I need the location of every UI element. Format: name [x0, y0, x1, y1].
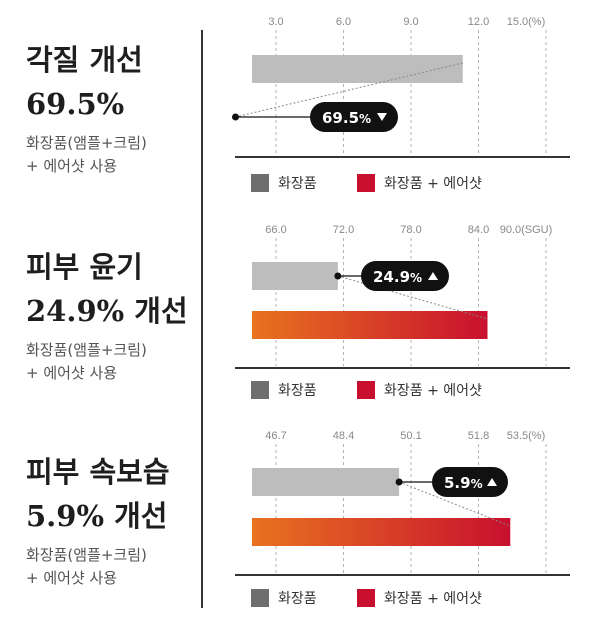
chart-2-tick-label: 78.0: [400, 224, 421, 236]
chart-3-bar-cosmetic-airshot: [252, 518, 511, 546]
chart-3-legend-swatch-airshot: [357, 589, 375, 607]
panel-3-caption: 화장품(앰플+크림) + 에어샷 사용: [26, 544, 201, 590]
chart-3-callout-arrow-icon: [487, 478, 497, 486]
panel-3-title-line2: 5.9% 개선: [26, 499, 168, 533]
panel-1-caption-line2: + 에어샷 사용: [26, 157, 118, 175]
chart-3-callout-label: 5.9%: [444, 474, 483, 492]
chart-3-tick-label: 53.5(%): [507, 430, 546, 442]
chart-2-bar-cosmetic: [252, 262, 338, 290]
chart-3-tick-label: 50.1: [400, 430, 421, 442]
chart-1-callout-box: [310, 102, 398, 132]
chart-1-connector: [235, 62, 463, 118]
chart-2-legend-swatch-cosmetic: [251, 381, 269, 399]
chart-2-legend-label-cosmetic: 화장품: [278, 383, 317, 399]
panel-2-caption: 화장품(앰플+크림) + 에어샷 사용: [26, 339, 201, 385]
chart-2-tick-label: 84.0: [468, 224, 489, 236]
chart-3-legend-label-airshot: 화장품 + 에어샷: [384, 591, 482, 607]
chart-2-legend-label-airshot: 화장품 + 에어샷: [384, 383, 482, 399]
chart-1-callout-dot: [232, 113, 239, 121]
chart-2-tick-label: 90.0(SGU): [500, 224, 553, 236]
chart-2-callout-box: [361, 261, 449, 291]
chart-2-callout-dot: [334, 272, 342, 280]
chart-1-callout-label: 69.5%: [322, 109, 371, 127]
chart-1-legend-label-cosmetic: 화장품: [278, 176, 317, 192]
panel-1-caption: 화장품(앰플+크림) + 에어샷 사용: [26, 132, 201, 178]
chart-3-callout-box: [432, 467, 508, 497]
panel-2-title-line2: 24.9% 개선: [26, 294, 188, 328]
panel-3-caption-line2: + 에어샷 사용: [26, 569, 118, 587]
chart-1-legend-swatch-airshot: [357, 174, 375, 192]
chart-2-legend-swatch-airshot: [357, 381, 375, 399]
chart-1-legend-swatch-cosmetic: [251, 174, 269, 192]
chart-2-bar-cosmetic-airshot: [252, 311, 488, 339]
chart-1-tick-label: 12.0: [468, 16, 489, 28]
panel-2-caption-line2: + 에어샷 사용: [26, 364, 118, 382]
panel-2-caption-line1: 화장품(앰플+크림): [26, 341, 147, 359]
chart-2-tick-label: 72.0: [333, 224, 354, 236]
chart-3-tick-label: 48.4: [333, 430, 354, 442]
panel-3-title-line1: 피부 속보습: [26, 455, 170, 489]
panel-2-title-line1: 피부 윤기: [26, 250, 143, 284]
chart-3-bar-cosmetic: [252, 468, 400, 496]
panel-3-text: 피부 속보습 5.9% 개선 화장품(앰플+크림) + 에어샷 사용: [26, 450, 201, 590]
panel-1-caption-line1: 화장품(앰플+크림): [26, 134, 147, 152]
chart-2-callout-label: 24.9%: [373, 268, 422, 286]
chart-1-tick-label: 9.0: [403, 16, 418, 28]
chart-2-callout-arrow-icon: [428, 272, 438, 280]
chart-1-tick-label: 6.0: [336, 16, 351, 28]
chart-3-callout-dot: [395, 478, 403, 486]
panel-1-title-line1: 각질 개선: [26, 43, 143, 77]
chart-1-callout-arrow-icon: [377, 113, 387, 121]
panel-2-text: 피부 윤기 24.9% 개선 화장품(앰플+크림) + 에어샷 사용: [26, 245, 201, 385]
chart-1-legend-label-airshot: 화장품 + 에어샷: [384, 176, 482, 192]
panel-3-caption-line1: 화장품(앰플+크림): [26, 546, 147, 564]
chart-3-tick-label: 51.8: [468, 430, 489, 442]
chart-2-connector: [337, 275, 488, 320]
panel-1-title-line2: 69.5%: [26, 87, 125, 121]
panel-1-text: 각질 개선 69.5% 화장품(앰플+크림) + 에어샷 사용: [26, 38, 201, 178]
chart-1-tick-label: 3.0: [268, 16, 283, 28]
vertical-divider: [201, 30, 203, 608]
chart-1-bar-cosmetic: [252, 55, 463, 83]
chart-1-tick-label: 15.0(%): [507, 16, 546, 28]
chart-3-legend-swatch-cosmetic: [251, 589, 269, 607]
chart-3-tick-label: 46.7: [265, 430, 286, 442]
chart-3-legend-label-cosmetic: 화장품: [278, 591, 317, 607]
chart-2-tick-label: 66.0: [265, 224, 286, 236]
